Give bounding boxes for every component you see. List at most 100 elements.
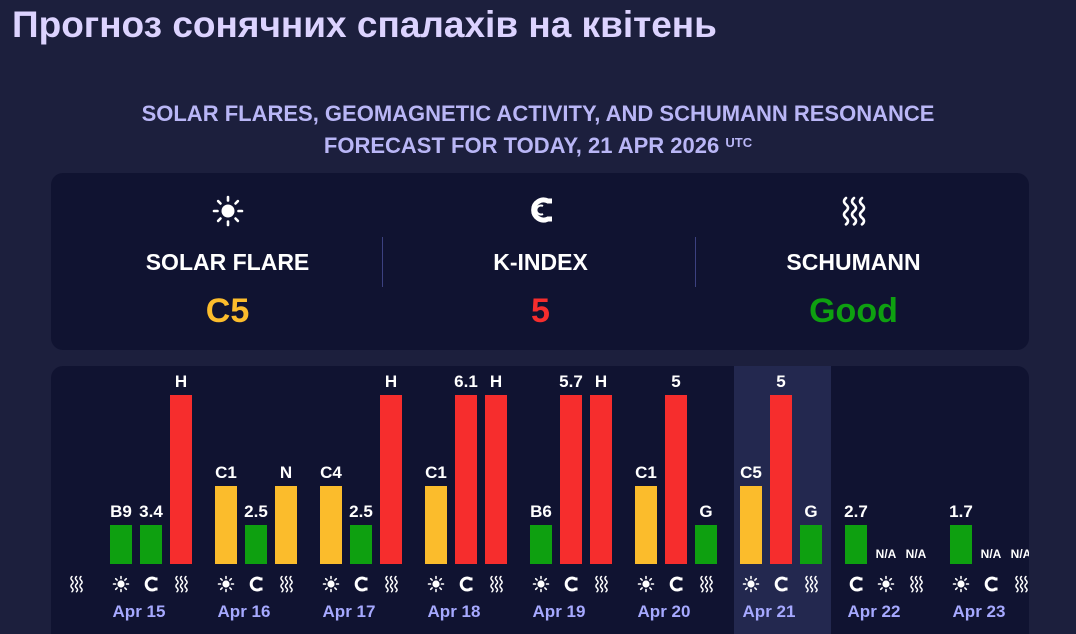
schumann-bar-label: N/A bbox=[906, 547, 927, 561]
k-index-bar bbox=[350, 525, 372, 564]
schumann-label: SCHUMANN bbox=[786, 249, 921, 275]
flare-bar bbox=[215, 486, 237, 564]
magnet-icon bbox=[384, 195, 697, 225]
k-index-bar-label: 2.5 bbox=[244, 502, 268, 521]
subtitle-date: FORECAST FOR TODAY, 21 APR 2026 bbox=[323, 133, 720, 158]
schumann-bar bbox=[380, 395, 402, 564]
summary-k-index: K-INDEX 5 bbox=[384, 173, 697, 350]
schumann-bar-label: H bbox=[595, 372, 607, 391]
solar-flare-label: SOLAR FLARE bbox=[145, 249, 310, 275]
schumann-bar bbox=[170, 395, 192, 564]
schumann-bar-label: G bbox=[699, 502, 712, 521]
schumann-bar-label: H bbox=[175, 372, 187, 391]
schumann-bar bbox=[485, 395, 507, 564]
flare-bar-label: B6 bbox=[530, 502, 552, 521]
sun-icon bbox=[217, 575, 235, 593]
schumann-value: Good bbox=[809, 292, 898, 330]
schumann-bar bbox=[275, 486, 297, 564]
summary-solar-flare: SOLAR FLARE C5 bbox=[71, 173, 384, 350]
forecast-chart: B9 3.4 H Apr 15 C1 2.5 N Apr 16 C4 2.5 H Apr 17 C1 6.… bbox=[51, 366, 1029, 634]
magnet-icon bbox=[984, 576, 998, 592]
schumann-bar-label: N/A bbox=[1011, 547, 1029, 561]
waves-icon bbox=[700, 575, 713, 593]
k-index-bar bbox=[455, 395, 477, 564]
date-label: Apr 19 bbox=[533, 602, 586, 621]
magnet-icon bbox=[459, 576, 473, 592]
sun-icon bbox=[742, 575, 760, 593]
solar-flare-value: C5 bbox=[205, 292, 250, 330]
magnet-icon bbox=[144, 576, 158, 592]
k-index-bar bbox=[665, 395, 687, 564]
schumann-bar bbox=[800, 525, 822, 564]
summary-divider bbox=[382, 237, 383, 287]
flare-bar bbox=[950, 525, 972, 564]
k-index-bar bbox=[770, 395, 792, 564]
summary-schumann: SCHUMANN Good bbox=[697, 173, 1010, 350]
date-label: Apr 21 bbox=[743, 602, 796, 621]
flare-bar bbox=[110, 525, 132, 564]
waves-icon bbox=[175, 575, 188, 593]
flare-bar-label: C5 bbox=[740, 463, 762, 482]
waves-icon bbox=[1015, 575, 1028, 593]
k-index-bar bbox=[560, 395, 582, 564]
sun-icon bbox=[322, 575, 340, 593]
magnet-icon bbox=[354, 576, 368, 592]
forecast-subtitle: SOLAR FLARES, GEOMAGNETIC ACTIVITY, AND … bbox=[0, 98, 1076, 162]
schumann-bar-label: H bbox=[385, 372, 397, 391]
date-label: Apr 22 bbox=[848, 602, 901, 621]
forecast-bars-svg: B9 3.4 H Apr 15 C1 2.5 N Apr 16 C4 2.5 H Apr 17 C1 6.… bbox=[70, 366, 1029, 634]
k-index-bar-label: 2.5 bbox=[349, 502, 373, 521]
flare-bar-label: 1.7 bbox=[949, 502, 973, 521]
sun-icon bbox=[112, 575, 130, 593]
schumann-bar-label: N bbox=[280, 463, 292, 482]
waves-icon bbox=[280, 575, 293, 593]
flare-bar-label: C1 bbox=[215, 463, 237, 482]
waves-icon bbox=[697, 195, 1010, 226]
page-title: Прогноз сонячних спалахів на квітень bbox=[12, 4, 717, 45]
k-index-bar-label: N/A bbox=[981, 547, 1002, 561]
flare-bar-label: C1 bbox=[635, 463, 657, 482]
schumann-bar bbox=[695, 525, 717, 564]
k-index-bar bbox=[245, 525, 267, 564]
k-index-bar-label: N/A bbox=[876, 547, 897, 561]
date-label: Apr 16 bbox=[218, 602, 271, 621]
sun-icon bbox=[427, 575, 445, 593]
flare-bar-label: C1 bbox=[425, 463, 447, 482]
date-label: Apr 15 bbox=[113, 602, 166, 621]
flare-bar-label: 2.7 bbox=[844, 502, 868, 521]
magnet-icon bbox=[669, 576, 683, 592]
waves-icon bbox=[70, 575, 83, 593]
magnet-icon bbox=[849, 576, 863, 592]
date-label: Apr 20 bbox=[638, 602, 691, 621]
magnet-icon bbox=[774, 576, 788, 592]
schumann-bar bbox=[590, 395, 612, 564]
utc-label: UTC bbox=[725, 135, 753, 150]
date-label: Apr 23 bbox=[953, 602, 1006, 621]
flare-bar bbox=[425, 486, 447, 564]
sun-icon bbox=[952, 575, 970, 593]
k-index-bar-label: 5 bbox=[671, 372, 680, 391]
date-label: Apr 17 bbox=[323, 602, 376, 621]
flare-bar bbox=[530, 525, 552, 564]
flare-bar-label: C4 bbox=[320, 463, 342, 482]
k-index-bar-label: 5.7 bbox=[559, 372, 583, 391]
magnet-icon bbox=[564, 576, 578, 592]
flare-bar bbox=[740, 486, 762, 564]
today-summary-card: SOLAR FLARE C5 K-INDEX 5 SCHUMANN Good bbox=[51, 173, 1029, 350]
subtitle-line-2: FORECAST FOR TODAY, 21 APR 2026 UTC bbox=[0, 130, 1076, 162]
flare-bar bbox=[845, 525, 867, 564]
waves-icon bbox=[805, 575, 818, 593]
k-index-value: 5 bbox=[531, 292, 550, 330]
k-index-bar-label: 5 bbox=[776, 372, 785, 391]
waves-icon bbox=[490, 575, 503, 593]
schumann-bar-label: G bbox=[804, 502, 817, 521]
schumann-bar-label: H bbox=[490, 372, 502, 391]
k-index-bar bbox=[140, 525, 162, 564]
subtitle-line-1: SOLAR FLARES, GEOMAGNETIC ACTIVITY, AND … bbox=[141, 101, 935, 126]
sun-icon bbox=[877, 575, 895, 593]
flare-bar bbox=[635, 486, 657, 564]
k-index-label: K-INDEX bbox=[493, 249, 588, 275]
flare-bar bbox=[320, 486, 342, 564]
date-label: Apr 18 bbox=[428, 602, 481, 621]
flare-bar-label: B9 bbox=[110, 502, 132, 521]
